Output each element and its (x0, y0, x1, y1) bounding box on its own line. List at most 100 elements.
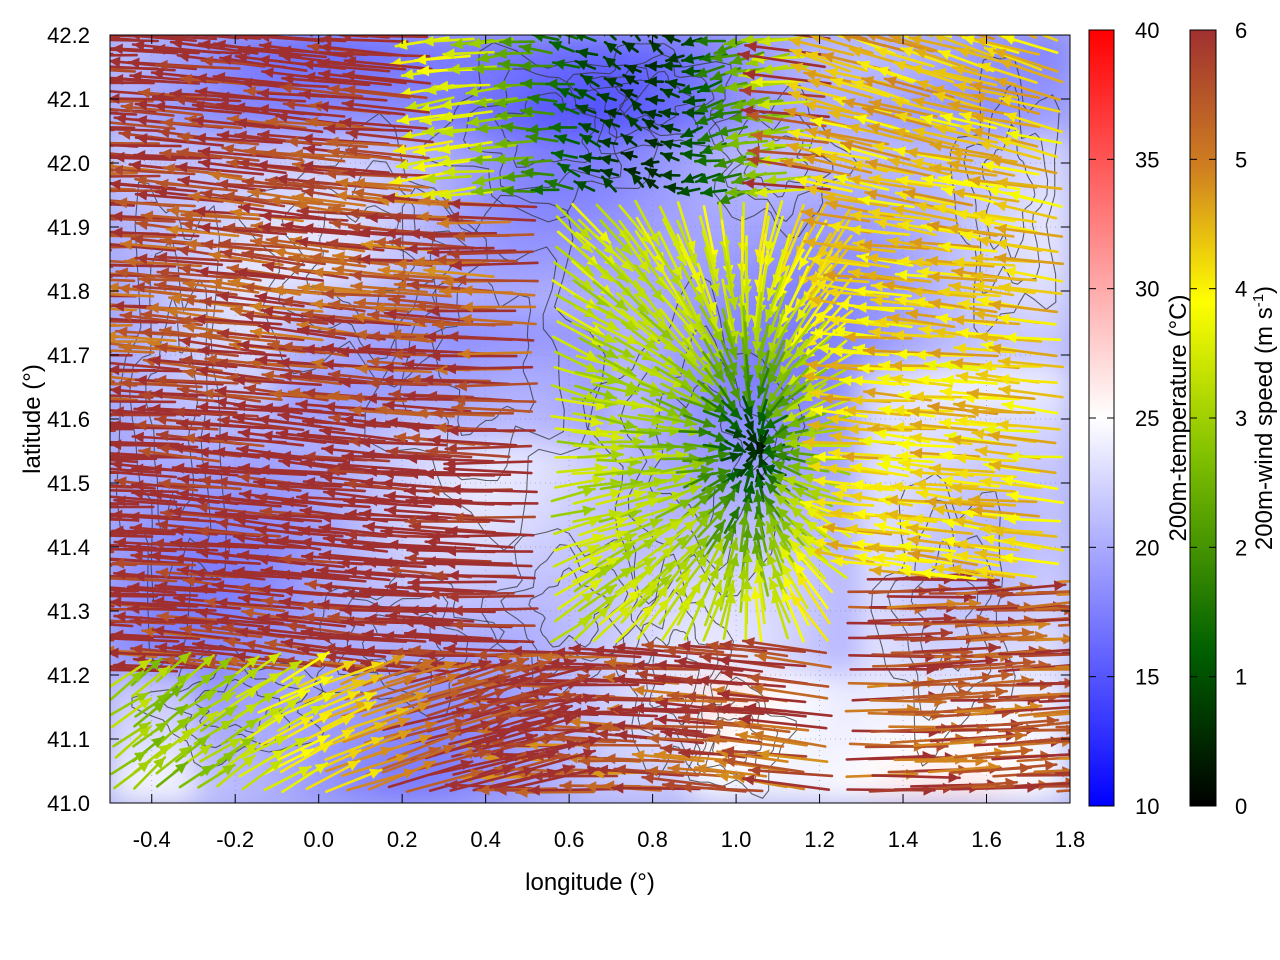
wind-vector-head (88, 238, 100, 249)
temperature-cell (192, 776, 216, 803)
wind-vector (110, 203, 113, 206)
temperature-cell (213, 776, 237, 803)
wind-vector-shaft (110, 203, 113, 206)
wind-vector-head (24, 64, 35, 75)
wind-vector-head (50, 50, 61, 61)
wind-vector-head (98, 338, 110, 349)
temperature-cell (526, 546, 550, 574)
wind-vector-head (223, 35, 231, 40)
temperature-cell (547, 238, 571, 267)
temperature-cell (1027, 264, 1051, 292)
temperature-cell (1048, 35, 1070, 62)
wind-vector (110, 398, 118, 402)
wind-vector-head (41, 329, 52, 340)
terrain-contour (145, 295, 198, 534)
temperature-cell (589, 187, 612, 216)
wind-vector-shaft (452, 398, 537, 404)
wind-vector-shaft (110, 234, 177, 239)
temperature-cell (526, 418, 550, 446)
terrain-contour (614, 70, 695, 126)
temperature-cell (526, 238, 550, 267)
temperature-cell (922, 622, 946, 651)
wind-vector-shaft (452, 233, 535, 238)
wind-vector-head (80, 379, 91, 390)
wind-vector (110, 52, 114, 56)
temperature-cell (1027, 238, 1051, 267)
wind-vector-shaft (110, 144, 114, 148)
wind-vector-head (47, 196, 58, 207)
wind-vector-head (53, 62, 64, 73)
wind-vector-head (28, 272, 39, 283)
temperature-cell (797, 648, 821, 676)
wind-vector-shaft (110, 398, 118, 402)
wind-vector-head (47, 121, 58, 132)
temperature-cell (651, 187, 675, 216)
temperature-cell (1006, 59, 1030, 88)
wind-vector-head (110, 371, 113, 383)
wind-vector-head (913, 20, 925, 31)
wind-vector-head (77, 185, 88, 196)
temperature-cell (818, 699, 842, 728)
temperature-cell (1027, 392, 1051, 420)
temperature-cell (839, 290, 863, 318)
temperature-cell (380, 85, 404, 113)
temperature-cell (881, 674, 905, 702)
temperature-cell (505, 443, 529, 472)
wind-vector (110, 79, 118, 83)
wind-vector (319, 35, 409, 45)
temperature-cell (505, 622, 529, 651)
temperature-cell (630, 187, 654, 216)
temperature-cell (526, 341, 550, 369)
wind-vector-shaft (110, 111, 119, 115)
temperature-cell (275, 776, 299, 803)
temperature-cell (484, 264, 508, 292)
temperature-cell (797, 776, 821, 803)
temperature-cell (860, 648, 884, 676)
temperature-cell (1027, 725, 1051, 753)
temperature-cell (505, 264, 529, 292)
wind-vector-head (28, 28, 39, 39)
wind-vector-head (27, 123, 38, 134)
wind-vector-shaft (1025, 35, 1038, 39)
temperature-cell (881, 597, 905, 625)
temperature-cell (505, 392, 529, 420)
wind-vector-head (24, 240, 35, 251)
temperature-cell (1048, 110, 1070, 139)
wind-vector-shaft (110, 66, 113, 70)
wind-vector-head (92, 72, 103, 83)
temperature-cell (1048, 187, 1070, 216)
temperature-cell (776, 674, 800, 702)
wind-vector-head (869, 15, 881, 26)
temperature-cell (526, 494, 550, 523)
wind-vector-shaft (110, 126, 136, 130)
wind-vector-shaft (110, 52, 114, 56)
wind-vector-head (88, 313, 99, 324)
wind-vector-head (88, 396, 99, 407)
temperature-cell (1027, 469, 1051, 497)
wind-vector-head (66, 389, 77, 400)
wind-vector-shaft (110, 79, 118, 83)
temperature-cell (1027, 341, 1051, 369)
wind-vector-head (258, 35, 270, 43)
temperature-cell (234, 546, 258, 574)
temperature-cell (630, 35, 654, 62)
temperature-cell (171, 776, 195, 803)
temperature-cell (1048, 520, 1070, 548)
temperature-cell (797, 597, 821, 625)
terrain-contour (115, 181, 227, 670)
wind-vector-shaft (443, 365, 534, 371)
wind-vector-head (59, 321, 70, 332)
wind-vector (24, 64, 113, 75)
temperature-cell (818, 750, 842, 779)
temperature-cell (526, 366, 550, 395)
temperature-cell (1048, 546, 1070, 574)
wind-vector-head (799, 16, 811, 27)
wind-vector-head (974, 13, 986, 23)
wind-vector-head (73, 315, 84, 326)
wind-vector-head (28, 184, 39, 195)
wind-vector-head (926, 19, 938, 30)
wind-vector-shaft (405, 246, 495, 251)
temperature-cell (943, 622, 967, 651)
temperature-cell (943, 699, 967, 728)
